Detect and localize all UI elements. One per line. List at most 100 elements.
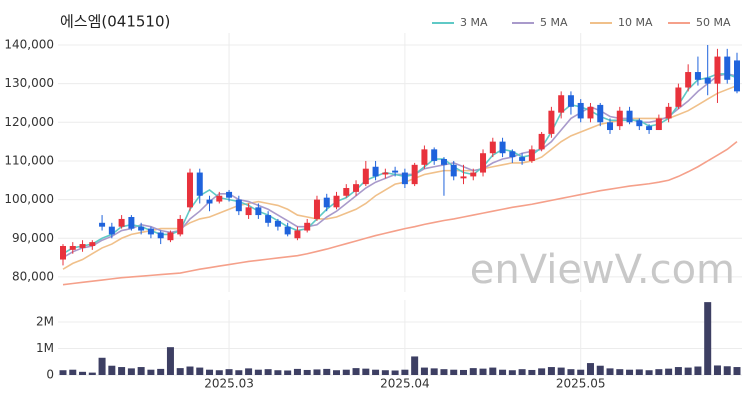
volume-bar xyxy=(235,370,243,375)
y-tick-label: 120,000 xyxy=(4,115,54,129)
candle-body xyxy=(343,188,350,196)
volume-bar xyxy=(616,369,624,375)
candle-body xyxy=(567,95,574,107)
candle-body xyxy=(284,226,291,235)
candle-body xyxy=(196,172,203,196)
candle-body xyxy=(411,164,418,185)
volume-bar xyxy=(118,367,126,375)
volume-bar xyxy=(127,368,135,375)
candle-body xyxy=(79,244,86,248)
candle-body xyxy=(235,199,242,212)
volume-bar xyxy=(420,367,428,375)
x-tick-label: 2025.05 xyxy=(556,377,606,391)
candle-body xyxy=(685,72,692,88)
candle-body xyxy=(118,218,125,227)
candle-body xyxy=(313,199,320,219)
candle-body xyxy=(489,141,496,154)
y-tick-label: 140,000 xyxy=(4,37,54,51)
candle-body xyxy=(704,77,711,84)
x-tick-label: 2025.03 xyxy=(204,377,254,391)
candle-body xyxy=(714,56,721,84)
volume-bar xyxy=(342,369,350,375)
candle-body xyxy=(646,126,653,131)
volume-bar xyxy=(528,369,536,375)
volume-bar xyxy=(538,368,546,375)
legend-label: 10 MA xyxy=(618,16,653,29)
ma-line xyxy=(62,141,738,286)
candle-body xyxy=(694,72,701,80)
candle-body xyxy=(655,118,662,131)
volume-bar xyxy=(723,366,731,375)
volume-bar xyxy=(626,369,634,375)
candle-body xyxy=(333,195,340,208)
volume-bar xyxy=(450,369,458,375)
volume-bar xyxy=(157,368,165,375)
candle-body xyxy=(734,60,740,92)
candle-body xyxy=(69,245,76,250)
candle-body xyxy=(372,166,379,177)
candle-body xyxy=(362,168,369,185)
candle-body xyxy=(382,172,389,175)
volume-bar xyxy=(88,372,96,375)
candle-body xyxy=(519,157,526,161)
volume-bar xyxy=(577,369,585,375)
volume-bar xyxy=(684,367,692,375)
volume-bar xyxy=(186,366,194,375)
candle-body xyxy=(294,230,301,239)
candle-body xyxy=(499,141,506,154)
x-tick-label: 2025.04 xyxy=(380,377,430,391)
candle-body xyxy=(274,220,281,227)
volume-bar xyxy=(606,368,614,375)
candle-body xyxy=(616,110,623,127)
volume-bar xyxy=(655,369,663,375)
volume-bar xyxy=(333,370,341,375)
y-tick-label: 110,000 xyxy=(4,153,54,167)
volume-bar xyxy=(137,367,145,375)
volume-bar xyxy=(206,369,214,375)
candle-body xyxy=(450,164,457,177)
volume-bar xyxy=(284,370,292,375)
candle-body xyxy=(206,199,213,204)
volume-bar xyxy=(264,369,272,375)
y-tick-label: 130,000 xyxy=(4,76,54,90)
volume-bar xyxy=(596,365,604,375)
candle-body xyxy=(304,222,311,231)
volume-bar xyxy=(245,368,253,375)
volume-bar xyxy=(411,356,419,375)
candle-body xyxy=(675,87,682,107)
volume-bar xyxy=(547,367,555,375)
y-tick-label: 100,000 xyxy=(4,192,54,206)
volume-bar xyxy=(166,347,174,375)
candle-body xyxy=(147,228,154,235)
candle-body xyxy=(108,226,115,235)
volume-bar xyxy=(196,367,204,375)
candle-body xyxy=(157,232,164,239)
candle-body xyxy=(265,215,272,223)
volume-bar xyxy=(254,369,262,375)
volume-bar xyxy=(303,369,311,375)
candle-body xyxy=(558,95,565,113)
candle-body xyxy=(60,245,66,260)
volume-bar xyxy=(704,302,712,375)
candle-body xyxy=(401,172,408,185)
chart-title: 에스엠(041510) xyxy=(60,13,170,31)
candle-body xyxy=(226,191,233,198)
candle-body xyxy=(177,218,184,235)
volume-bar xyxy=(352,368,360,375)
volume-bar xyxy=(479,368,487,375)
candle-body xyxy=(99,222,106,227)
legend-label: 5 MA xyxy=(540,16,568,29)
candle-body xyxy=(353,184,360,192)
candle-body xyxy=(440,159,447,165)
volume-bar xyxy=(323,368,331,375)
volume-bar xyxy=(489,367,497,375)
candle-body xyxy=(186,172,193,208)
candle-body xyxy=(128,217,135,229)
ma-line xyxy=(62,73,738,259)
volume-bar xyxy=(293,368,301,375)
volume-bar xyxy=(430,368,438,375)
candle-body xyxy=(724,56,731,80)
volume-bar xyxy=(665,368,673,375)
volume-bar xyxy=(381,370,389,375)
